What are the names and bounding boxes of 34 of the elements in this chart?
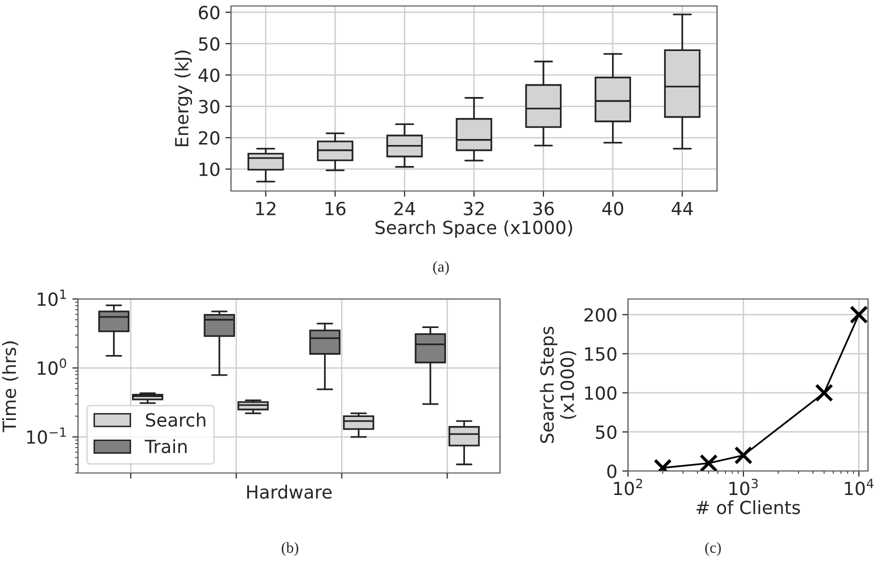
x-axis-title: # of Clients bbox=[696, 500, 800, 514]
y-tick-label: 10$^{−1}$ bbox=[27, 428, 66, 444]
y-tick-label: 50 bbox=[596, 425, 616, 440]
legend-label: Train bbox=[144, 439, 187, 454]
x-tick-label: 36 bbox=[533, 202, 554, 216]
x-tick-label: 44 bbox=[672, 202, 693, 216]
x-tick-label: 10$^{3}$ bbox=[730, 478, 758, 496]
y-axis-title: Time (hrs) bbox=[2, 341, 18, 432]
x-axis-title: Hardware bbox=[247, 484, 332, 499]
text: (c) bbox=[705, 542, 721, 556]
text: (a) bbox=[433, 261, 449, 275]
legend-label: Search bbox=[146, 412, 206, 427]
y-axis-title: Energy (kJ) bbox=[174, 50, 192, 146]
y-tick-label: 20 bbox=[198, 131, 220, 145]
y-tick-label: 200 bbox=[584, 308, 616, 322]
x-axis-title: Search Space (x1000) bbox=[376, 220, 572, 238]
text: (b) bbox=[282, 542, 298, 556]
x-tick-label: 24 bbox=[394, 202, 416, 216]
x-tick-label: 10$^{4}$ bbox=[844, 478, 874, 496]
y-tick-label: 50 bbox=[199, 37, 220, 51]
x-tick-label: 16 bbox=[326, 202, 346, 216]
y-tick-label: 100 bbox=[585, 386, 616, 400]
y-tick-label: 0 bbox=[607, 464, 616, 478]
x-tick-label: 32 bbox=[464, 202, 484, 216]
y-tick-label: 10 bbox=[200, 162, 220, 176]
y-tick-label: 60 bbox=[198, 6, 220, 20]
y-tick-label: 40 bbox=[198, 68, 220, 82]
y-axis-title: Search Steps (x1000) bbox=[540, 326, 576, 443]
y-tick-label: 10$^{0}$ bbox=[38, 358, 66, 375]
y-tick-label: 30 bbox=[198, 100, 220, 114]
y-tick-label: 10$^{1}$ bbox=[38, 290, 66, 306]
x-tick-label: 12 bbox=[256, 202, 276, 216]
x-tick-label: 10$^{2}$ bbox=[614, 478, 642, 496]
y-tick-label: 150 bbox=[585, 347, 616, 361]
